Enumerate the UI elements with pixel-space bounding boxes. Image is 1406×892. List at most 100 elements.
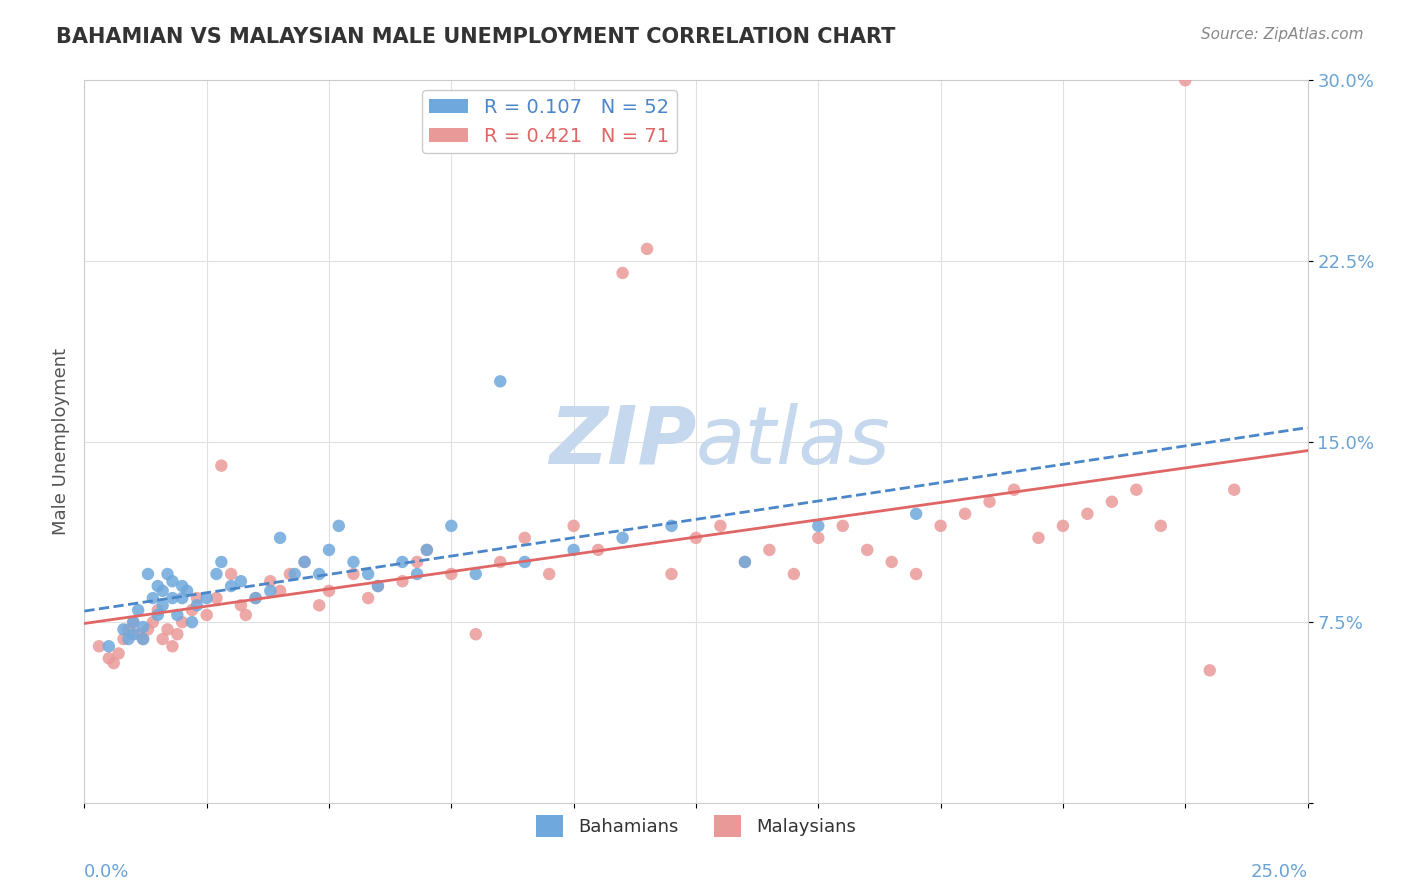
Point — [186, 599, 208, 613]
Point — [406, 555, 429, 569]
Point — [734, 555, 756, 569]
Point — [103, 656, 125, 670]
Point — [117, 632, 139, 646]
Point — [685, 531, 707, 545]
Point — [172, 591, 194, 605]
Point — [831, 518, 853, 533]
Point — [1174, 73, 1197, 87]
Point — [127, 627, 149, 641]
Point — [328, 518, 350, 533]
Point — [122, 627, 145, 641]
Point — [308, 567, 330, 582]
Point — [132, 620, 155, 634]
Point — [146, 603, 169, 617]
Point — [880, 555, 903, 569]
Point — [132, 632, 155, 646]
Point — [122, 615, 145, 630]
Point — [152, 583, 174, 598]
Point — [308, 599, 330, 613]
Point — [259, 574, 281, 589]
Point — [1125, 483, 1147, 497]
Point — [87, 639, 110, 653]
Point — [538, 567, 561, 582]
Point — [172, 579, 194, 593]
Point — [162, 574, 184, 589]
Point — [440, 567, 463, 582]
Point — [758, 542, 780, 557]
Point — [166, 627, 188, 641]
Point — [107, 647, 129, 661]
Point — [318, 583, 340, 598]
Point — [953, 507, 976, 521]
Point — [636, 242, 658, 256]
Point — [367, 579, 389, 593]
Point — [195, 607, 218, 622]
Point — [181, 603, 204, 617]
Point — [1052, 518, 1074, 533]
Point — [112, 623, 135, 637]
Point — [156, 567, 179, 582]
Point — [856, 542, 879, 557]
Point — [97, 639, 120, 653]
Point — [1002, 483, 1025, 497]
Y-axis label: Male Unemployment: Male Unemployment — [52, 348, 70, 535]
Point — [318, 542, 340, 557]
Point — [142, 615, 165, 630]
Point — [245, 591, 267, 605]
Point — [127, 603, 149, 617]
Point — [142, 591, 165, 605]
Point — [612, 266, 634, 280]
Point — [166, 607, 188, 622]
Point — [440, 518, 463, 533]
Point — [117, 623, 139, 637]
Point — [152, 599, 174, 613]
Point — [1223, 483, 1246, 497]
Point — [278, 567, 301, 582]
Point — [562, 542, 585, 557]
Point — [269, 583, 291, 598]
Point — [205, 567, 228, 582]
Point — [235, 607, 257, 622]
Point — [513, 555, 536, 569]
Point — [229, 574, 252, 589]
Text: Source: ZipAtlas.com: Source: ZipAtlas.com — [1201, 27, 1364, 42]
Point — [391, 574, 413, 589]
Point — [195, 591, 218, 605]
Point — [156, 623, 179, 637]
Point — [929, 518, 952, 533]
Point — [172, 615, 194, 630]
Point — [269, 531, 291, 545]
Point — [97, 651, 120, 665]
Point — [122, 615, 145, 630]
Text: 25.0%: 25.0% — [1250, 863, 1308, 881]
Point — [209, 458, 232, 473]
Point — [661, 567, 683, 582]
Point — [342, 555, 364, 569]
Point — [612, 531, 634, 545]
Point — [489, 555, 512, 569]
Point — [209, 555, 232, 569]
Point — [136, 567, 159, 582]
Text: ZIP: ZIP — [548, 402, 696, 481]
Point — [367, 579, 389, 593]
Point — [1150, 518, 1173, 533]
Point — [661, 518, 683, 533]
Point — [905, 567, 928, 582]
Point — [1028, 531, 1050, 545]
Point — [586, 542, 609, 557]
Point — [734, 555, 756, 569]
Point — [294, 555, 316, 569]
Point — [489, 374, 512, 388]
Point — [464, 567, 486, 582]
Point — [294, 555, 316, 569]
Text: BAHAMIAN VS MALAYSIAN MALE UNEMPLOYMENT CORRELATION CHART: BAHAMIAN VS MALAYSIAN MALE UNEMPLOYMENT … — [56, 27, 896, 46]
Point — [1076, 507, 1098, 521]
Point — [229, 599, 252, 613]
Point — [357, 591, 380, 605]
Point — [219, 567, 242, 582]
Point — [357, 567, 380, 582]
Point — [416, 542, 439, 557]
Point — [709, 518, 731, 533]
Point — [416, 542, 439, 557]
Point — [205, 591, 228, 605]
